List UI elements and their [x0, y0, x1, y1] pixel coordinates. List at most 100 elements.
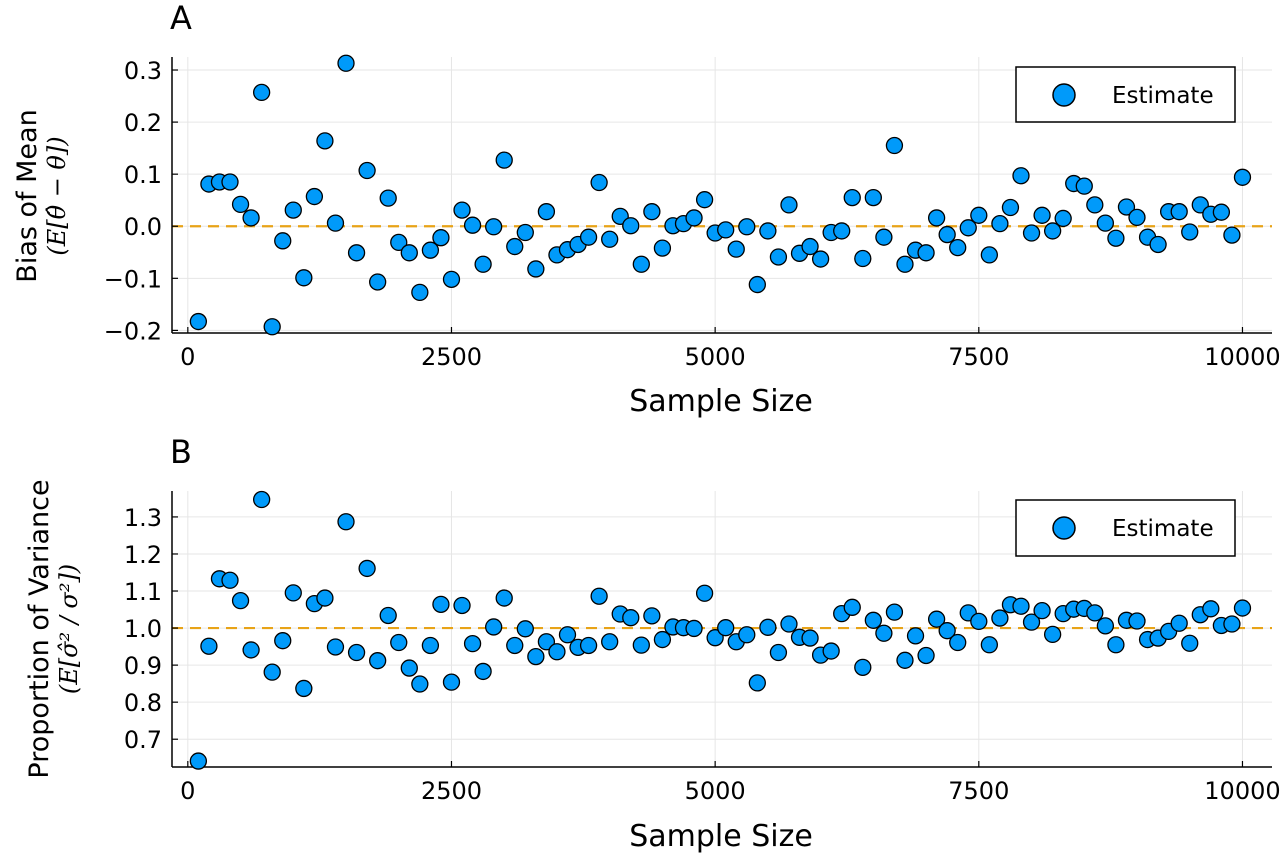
panel-b-data-point [200, 637, 218, 655]
panel-b-data-point [274, 632, 292, 650]
panel-b-data-point [189, 752, 208, 770]
panel-a-axes [171, 57, 1272, 334]
panel-b-data-point [738, 626, 756, 644]
panel-b-data-point [442, 673, 461, 691]
panel-a-data-point [1170, 203, 1188, 221]
panel-a-data-point [622, 217, 640, 235]
panel-a-data-point [938, 225, 956, 244]
panel-b-y-tick-label: 1.3 [124, 504, 162, 532]
panel-a-data-point [601, 230, 619, 248]
panel-a-data-point [727, 240, 745, 258]
panel-a-data-point [231, 195, 250, 214]
panel-a-data-point [653, 239, 672, 257]
panel-a-x-tick-label: 10000 [1204, 343, 1280, 371]
panel-a-x-axis-label: Sample Size [629, 384, 813, 419]
panel-b-data-point [717, 619, 735, 637]
panel-a-data-point [432, 229, 450, 247]
panel-b-y-tick-label: 1.2 [124, 541, 162, 569]
panel-a-data-point [252, 83, 271, 102]
panel-a-data-point [379, 189, 397, 207]
panel-a-data-point [347, 244, 366, 262]
panel-b-data-point [242, 641, 260, 659]
panel-b-data-point [252, 490, 271, 509]
panel-b-data-point [326, 638, 345, 656]
panel-b-data-point [516, 620, 534, 638]
panel-a-data-point [801, 237, 819, 256]
panel-b-y-tick-label: 1.0 [124, 615, 162, 643]
panel-a-y-tick-label: −0.1 [104, 265, 162, 293]
panel-a-data-point [242, 209, 260, 227]
panel-a-data-point [1117, 198, 1136, 216]
panel-a-data-point [1033, 206, 1051, 224]
panel-b-legend: Estimate [1015, 499, 1236, 557]
panel-b-data-point [695, 584, 714, 602]
panel-b-data-point [885, 603, 904, 621]
panel-b-data-point [347, 643, 366, 662]
panel-a-data-point [453, 201, 471, 219]
panel-b-data-point [337, 513, 355, 531]
panel-b-data-point [1096, 617, 1115, 635]
panel-a-data-point [263, 318, 281, 336]
panel-a-data-point [632, 255, 650, 273]
panel-b-data-point [759, 618, 777, 636]
panel-b-data-point [1012, 597, 1030, 615]
panel-a-x-tick-label: 0 [180, 343, 195, 371]
panel-b-data-point [1233, 599, 1252, 617]
panel-a-data-point [1128, 208, 1146, 227]
panel-b-data-point [780, 615, 798, 633]
panel-b-data-point [379, 606, 397, 625]
panel-b-data-point [1022, 613, 1041, 631]
panel-a-data-point [1022, 224, 1041, 242]
panel-a-y-axis-label: Bias of Mean [12, 109, 43, 282]
panel-a-data-point [369, 273, 387, 291]
panel-a-data-point [896, 255, 914, 273]
panel-a-data-point [442, 270, 461, 289]
panel-a-points [189, 54, 1252, 336]
panel-b-data-point [970, 612, 988, 631]
panel-a-data-point [717, 221, 735, 239]
panel-b-data-point [590, 587, 608, 605]
panel-b-data-point [622, 609, 640, 627]
panel-b-y-axis-label: Proportion of Variance [24, 479, 55, 778]
panel-a-data-point [643, 203, 661, 221]
panel-a-data-point [1223, 226, 1241, 244]
panel-b-data-point [864, 611, 882, 629]
panel-b-points [189, 490, 1252, 770]
panel-b-legend-label: Estimate [1112, 516, 1214, 542]
panel-a-data-point [495, 151, 513, 169]
panel-b-y-tick-label: 1.1 [124, 578, 162, 606]
panel-a-data-point [991, 214, 1009, 233]
panel-b-data-point [949, 633, 967, 652]
panel-a-legend-marker [1052, 83, 1076, 107]
panel-a-data-point [1233, 168, 1252, 186]
panel-b: B 0 2500 5000 7500 10000 0.7 0.8 0.9 1.0 1.1 1.2 1… [24, 433, 1280, 854]
panel-a-data-point [274, 232, 292, 250]
panel-a-legend-label: Estimate [1112, 83, 1214, 109]
panel-a-x-tick-label: 2500 [421, 343, 482, 371]
panel-a-data-point [189, 312, 208, 331]
panel-b-data-point [991, 609, 1009, 627]
panel-a-data-point [970, 206, 988, 224]
panel-a-data-point [854, 249, 872, 268]
panel-a-data-point [326, 214, 345, 232]
panel-a-data-point [738, 218, 756, 236]
panel-b-x-ticks: 0 2500 5000 7500 10000 [180, 761, 1280, 805]
panel-b-legend-marker [1052, 516, 1076, 540]
panel-b-data-point [390, 633, 408, 652]
panel-b-data-point [1107, 636, 1125, 654]
panel-b-y-tick-label: 0.7 [124, 726, 162, 754]
panel-a-data-point [411, 283, 429, 302]
panel-b-data-point [917, 646, 935, 665]
panel-b-data-point [485, 618, 503, 636]
panel-b-x-tick-label: 0 [180, 777, 195, 805]
panel-b-data-point [453, 596, 471, 615]
panel-b-data-point [1033, 602, 1051, 620]
panel-b-data-point [1202, 600, 1220, 618]
panel-a-data-point [980, 246, 999, 264]
panel-b-data-point [643, 607, 661, 625]
panel-a-label: A [170, 0, 192, 37]
panel-b-data-point [938, 622, 956, 640]
panel-a-data-point [875, 228, 893, 246]
panel-a-data-point [358, 161, 376, 180]
panel-b-y-axis-sublabel: (E[σ̂² / σ²]) [55, 564, 83, 694]
